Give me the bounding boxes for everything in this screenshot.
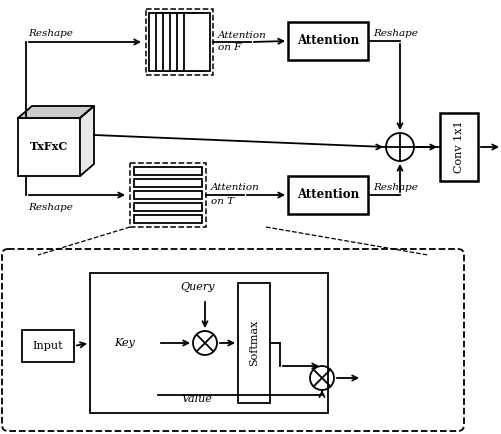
Text: Attention: Attention [297, 188, 358, 201]
Bar [134, 167, 201, 175]
Bar [130, 163, 205, 227]
Bar [439, 113, 477, 181]
Text: Softmax: Softmax [248, 320, 259, 366]
Bar [288, 22, 367, 60]
Bar [288, 176, 367, 214]
Text: on F: on F [217, 43, 241, 53]
Bar [90, 273, 327, 413]
Bar [149, 13, 175, 71]
Bar [163, 13, 188, 71]
Text: Reshape: Reshape [372, 183, 417, 191]
Text: Attention: Attention [217, 30, 266, 39]
Text: on T: on T [210, 197, 233, 206]
Text: Reshape: Reshape [372, 29, 417, 37]
Text: Value: Value [181, 394, 212, 404]
Text: Reshape: Reshape [28, 203, 73, 211]
Bar [134, 191, 201, 199]
Text: Input: Input [33, 341, 63, 351]
Polygon shape [80, 106, 94, 176]
Polygon shape [18, 106, 94, 118]
Text: Reshape: Reshape [28, 30, 73, 39]
Bar [18, 118, 80, 176]
Bar [177, 13, 202, 71]
Bar [237, 283, 270, 403]
Text: Key: Key [114, 338, 135, 348]
Text: Query: Query [179, 282, 214, 292]
Bar [146, 9, 212, 75]
Bar [134, 215, 201, 223]
Bar [134, 179, 201, 187]
Bar [184, 13, 209, 71]
Bar [170, 13, 195, 71]
Text: Attention: Attention [297, 34, 358, 47]
FancyBboxPatch shape [2, 249, 463, 431]
Bar [156, 13, 182, 71]
Bar [134, 203, 201, 211]
Text: Attention: Attention [210, 184, 259, 193]
Text: Conv 1x1: Conv 1x1 [453, 121, 463, 173]
Text: TxFxC: TxFxC [30, 141, 68, 152]
Bar [22, 330, 74, 362]
